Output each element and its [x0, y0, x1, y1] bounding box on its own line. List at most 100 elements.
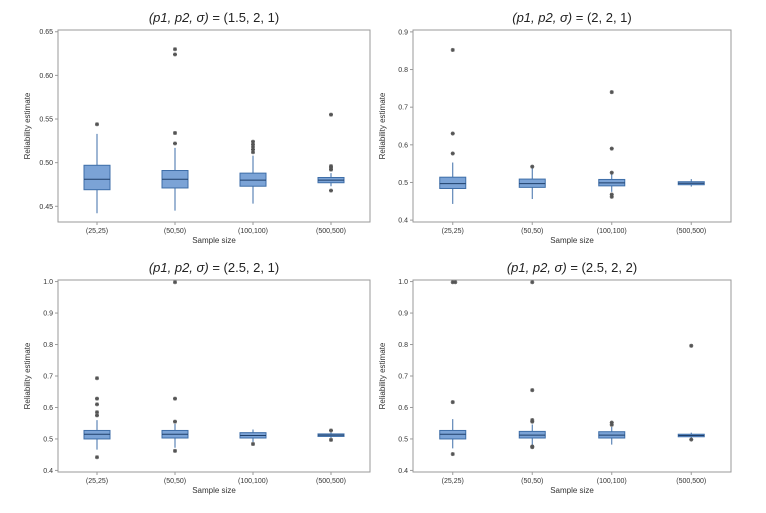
y-axis-label: Reliability estimate	[378, 92, 387, 159]
chart-title: (p1, p2, σ) = (2.5, 2, 2)	[507, 260, 637, 275]
box-(50,50)	[518, 164, 546, 200]
outlier-stroke	[251, 442, 255, 446]
x-tick-label: (500,500)	[676, 478, 706, 485]
x-tick-label: (25,25)	[86, 478, 108, 485]
outlier-stroke	[530, 164, 535, 169]
box-(100,100)	[598, 420, 626, 445]
y-tick-label: 0.6	[398, 142, 408, 149]
x-axis-label: Sample size	[192, 486, 236, 495]
box-(100,100)	[239, 429, 267, 446]
chart-title-values: = (2.5, 2, 1)	[209, 260, 279, 275]
outlier-point	[95, 396, 99, 401]
plot-frame	[412, 279, 732, 473]
outlier-stroke	[95, 376, 99, 381]
y-tick-label: 0.4	[398, 218, 408, 225]
outlier-stroke	[453, 280, 458, 285]
outlier-point	[453, 280, 458, 285]
box-(25,25)	[439, 280, 467, 457]
x-axis-label: Sample size	[192, 236, 236, 245]
x-tick-label: (25,25)	[442, 478, 464, 485]
chart-panel-2: (p1, p2, σ) = (2, 2, 1) 0.4 0.5 0.6 0.7 0.8 0.…	[378, 10, 732, 245]
x-tick-label: (50,50)	[164, 228, 186, 235]
chart-panel-1: (p1, p2, σ) = (1.5, 2, 1) 0.45 0.50 0.55 0.6…	[23, 10, 371, 245]
box-(50,50)	[161, 280, 189, 453]
box-(100,100)	[239, 139, 267, 204]
outlier-point	[329, 164, 333, 169]
outlier-stroke	[329, 112, 333, 117]
x-tick-label: (100,100)	[238, 478, 268, 485]
outlier-point	[689, 437, 694, 442]
box-(25,25)	[439, 47, 467, 204]
outlier-stroke	[450, 48, 455, 52]
chart-title: (p1, p2, σ) = (2, 2, 1)	[512, 10, 632, 25]
outlier-stroke	[95, 413, 99, 418]
chart-title-params: (p1, p2, σ)	[149, 10, 209, 25]
outlier-stroke	[173, 449, 177, 453]
outlier-stroke	[173, 47, 177, 52]
box-(25,25)	[83, 376, 111, 460]
outlier-point	[173, 47, 177, 52]
y-tick-label: 0.4	[398, 468, 408, 475]
outlier-point	[173, 419, 177, 424]
outlier-point	[530, 280, 535, 285]
x-tick-label: (100,100)	[597, 228, 627, 235]
chart-title-params: (p1, p2, σ)	[149, 260, 209, 275]
outlier-point	[95, 413, 99, 418]
outlier-stroke	[530, 444, 535, 449]
outlier-stroke	[329, 164, 333, 168]
outlier-point	[329, 428, 333, 433]
plot-frame	[57, 279, 371, 473]
outlier-point	[251, 441, 255, 446]
outlier-point	[450, 47, 455, 52]
outlier-point	[530, 418, 535, 423]
y-tick-label: 0.4	[43, 468, 53, 475]
box-(500,500)	[317, 428, 345, 442]
outlier-stroke	[173, 396, 177, 401]
outlier-stroke	[689, 437, 694, 442]
outlier-point	[609, 420, 614, 425]
x-tick-label: (25,25)	[442, 228, 464, 235]
outlier-stroke	[609, 170, 614, 175]
outlier-point	[329, 112, 333, 117]
outlier-point	[173, 130, 177, 135]
outlier-point	[329, 188, 333, 193]
outlier-stroke	[173, 141, 177, 146]
y-tick-label: 0.9	[398, 311, 408, 318]
y-tick-label: 0.8	[398, 67, 408, 74]
y-tick-label: 0.50	[39, 160, 53, 167]
box-(50,50)	[161, 47, 189, 211]
x-axis-label: Sample size	[550, 236, 594, 245]
outlier-stroke	[173, 419, 177, 424]
y-tick-label: 0.65	[39, 29, 53, 36]
outlier-stroke	[530, 280, 535, 285]
y-tick-label: 0.6	[43, 405, 53, 412]
chart-title-params: (p1, p2, σ)	[512, 10, 572, 25]
box-iqr	[439, 176, 467, 189]
outlier-stroke	[329, 438, 333, 442]
x-tick-label: (50,50)	[521, 228, 543, 235]
box-(25,25)	[83, 122, 111, 214]
chart-title-values: = (1.5, 2, 1)	[209, 10, 279, 25]
x-tick-label: (500,500)	[316, 228, 346, 235]
outlier-point	[609, 192, 614, 197]
outlier-point	[251, 139, 255, 144]
outlier-point	[173, 396, 177, 401]
outlier-stroke	[173, 131, 177, 135]
outlier-stroke	[689, 343, 694, 348]
y-tick-label: 0.5	[398, 436, 408, 443]
outlier-point	[450, 151, 455, 156]
box-(100,100)	[598, 90, 626, 199]
outlier-stroke	[95, 455, 99, 460]
y-tick-label: 0.60	[39, 73, 53, 80]
chart-title: (p1, p2, σ) = (1.5, 2, 1)	[149, 10, 279, 25]
outlier-stroke	[609, 420, 614, 425]
outlier-stroke	[609, 192, 614, 197]
chart-title-params: (p1, p2, σ)	[507, 260, 567, 275]
y-tick-label: 1.0	[398, 279, 408, 286]
chart-panel-4: (p1, p2, σ) = (2.5, 2, 2) 0.4 0.5 0.6 0.7 0.8…	[378, 260, 732, 495]
outlier-stroke	[609, 146, 614, 151]
x-tick-label: (50,50)	[521, 478, 543, 485]
outlier-stroke	[450, 131, 455, 136]
plot-frame	[412, 29, 732, 223]
